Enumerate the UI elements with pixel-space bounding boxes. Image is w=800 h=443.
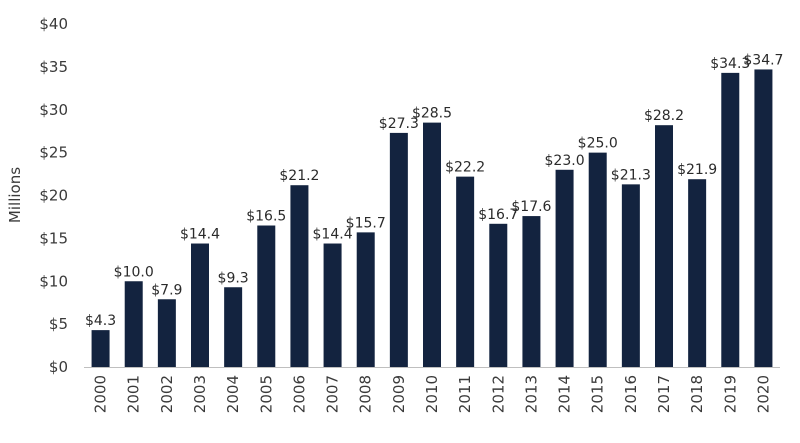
x-tick-label: 2002 — [158, 375, 176, 413]
bar — [191, 243, 209, 367]
x-tick-label: 2009 — [390, 375, 408, 413]
bar — [489, 223, 508, 367]
bar-data-label: $27.3 — [379, 116, 419, 132]
bar-data-label: $28.5 — [412, 106, 452, 122]
bar — [257, 225, 276, 367]
y-tick-label: $20 — [39, 187, 68, 205]
bar — [555, 169, 574, 367]
bar-data-label: $28.2 — [644, 108, 684, 124]
bar — [356, 232, 375, 367]
x-tick-label: 2017 — [655, 375, 673, 413]
x-tick-label: 2019 — [721, 375, 739, 413]
data-labels-group: $4.3$10.0$7.9$14.4$9.3$16.5$21.2$14.4$15… — [85, 52, 783, 329]
y-axis-title: Millions — [6, 167, 24, 223]
bar-data-label: $16.7 — [478, 207, 518, 223]
x-tick-label: 2013 — [522, 375, 540, 413]
bar-data-label: $21.2 — [279, 168, 319, 184]
bar — [621, 184, 640, 367]
x-tick-label: 2018 — [688, 375, 706, 413]
bar — [124, 281, 143, 367]
bar-data-label: $9.3 — [218, 270, 249, 286]
bar-data-label: $14.4 — [180, 227, 220, 243]
y-tick-label: $15 — [39, 229, 68, 247]
x-tick-label: 2014 — [556, 375, 574, 413]
bar — [389, 132, 408, 367]
bar — [655, 125, 673, 367]
y-axis-ticks: $0 $5 $10 $15 $20 $25 $30 $35 $40 — [39, 15, 68, 376]
x-tick-label: 2015 — [589, 375, 607, 413]
bar-data-label: $4.3 — [85, 313, 116, 329]
bar-data-label: $34.7 — [743, 52, 783, 68]
y-tick-label: $10 — [39, 272, 68, 290]
x-axis-ticks: 2000 2001 2002 2003 2004 2005 2006 2007 2008 2009… — [92, 375, 773, 413]
x-tick-label: 2006 — [290, 375, 308, 413]
y-tick-label: $35 — [39, 58, 68, 76]
bar — [323, 243, 342, 367]
bar-data-label: $17.6 — [511, 199, 551, 215]
x-tick-label: 2012 — [489, 375, 507, 413]
y-tick-label: $5 — [49, 315, 68, 333]
x-tick-label: 2005 — [257, 375, 275, 413]
bar-data-label: $34.3 — [710, 56, 750, 72]
x-tick-label: 2007 — [324, 375, 342, 413]
bar — [754, 69, 773, 367]
x-tick-label: 2016 — [622, 375, 640, 413]
bar — [456, 176, 475, 367]
bar — [91, 330, 110, 367]
y-tick-label: $25 — [39, 144, 68, 162]
bar — [522, 216, 541, 367]
bar-data-label: $15.7 — [346, 215, 386, 231]
bar-data-label: $22.2 — [445, 160, 485, 176]
bar-data-label: $7.9 — [151, 282, 182, 298]
bars-group — [91, 69, 773, 367]
bar-data-label: $16.5 — [246, 209, 286, 225]
x-tick-label: 2003 — [191, 375, 209, 413]
bar-data-label: $21.9 — [677, 162, 717, 178]
y-tick-label: $30 — [39, 101, 68, 119]
bar-data-label: $10.0 — [114, 264, 154, 280]
x-tick-label: 2020 — [754, 375, 772, 413]
x-tick-label: 2000 — [92, 375, 110, 413]
y-tick-label: $40 — [39, 15, 68, 33]
x-tick-label: 2001 — [125, 375, 143, 413]
bar-data-label: $21.3 — [611, 167, 651, 183]
bar — [157, 299, 176, 367]
y-tick-label: $0 — [49, 358, 68, 376]
bar-data-label: $25.0 — [578, 136, 618, 152]
x-tick-label: 2004 — [224, 375, 242, 413]
bar — [423, 122, 441, 367]
x-tick-label: 2011 — [456, 375, 474, 413]
x-tick-label: 2008 — [357, 375, 375, 413]
bar — [688, 179, 707, 367]
x-tick-label: 2010 — [423, 375, 441, 413]
bar-data-label: $14.4 — [313, 227, 353, 243]
bar — [588, 152, 607, 367]
bar — [224, 287, 243, 367]
bar-data-label: $23.0 — [545, 153, 585, 169]
bar — [721, 72, 740, 367]
bar — [290, 185, 309, 367]
